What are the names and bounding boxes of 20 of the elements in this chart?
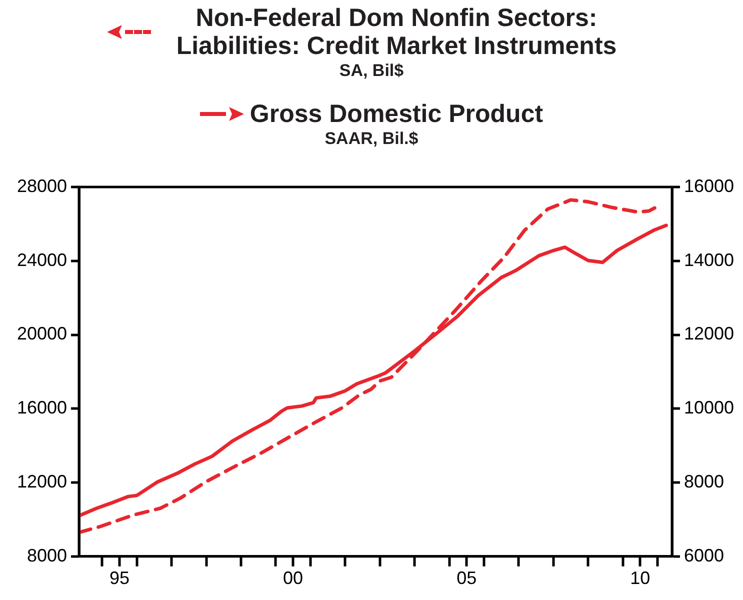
y2-tick-label: 14000 — [684, 250, 734, 270]
legend-label: Gross Domestic Product — [250, 100, 544, 128]
y2-tick-label: 8000 — [684, 471, 724, 492]
y2-tick-label: 10000 — [684, 398, 734, 418]
y-tick-label: 24000 — [16, 250, 67, 270]
y-tick-label: 20000 — [16, 324, 67, 344]
text: SA, Bil$ — [339, 60, 404, 82]
y-tick-label: 8000 — [26, 545, 67, 566]
x-tick-label: 05 — [456, 568, 477, 588]
y2-tick-label: 16000 — [684, 176, 734, 196]
x-tick-label: 00 — [283, 568, 304, 588]
x-tick-label: 95 — [109, 568, 130, 588]
legend-label: Non-Federal Dom Nonfin Sectors: Liabilities: Credit Market Instruments — [175, 4, 618, 60]
x-tick-label: 10 — [630, 568, 650, 588]
y2-tick-label: 12000 — [684, 324, 734, 344]
y2-tick-label: 6000 — [684, 545, 724, 566]
text: SAAR, Bil.$ — [324, 128, 418, 150]
y-tick-label: 12000 — [16, 471, 67, 492]
y-tick-label: 28000 — [16, 176, 67, 196]
y-tick-label: 16000 — [16, 398, 67, 418]
